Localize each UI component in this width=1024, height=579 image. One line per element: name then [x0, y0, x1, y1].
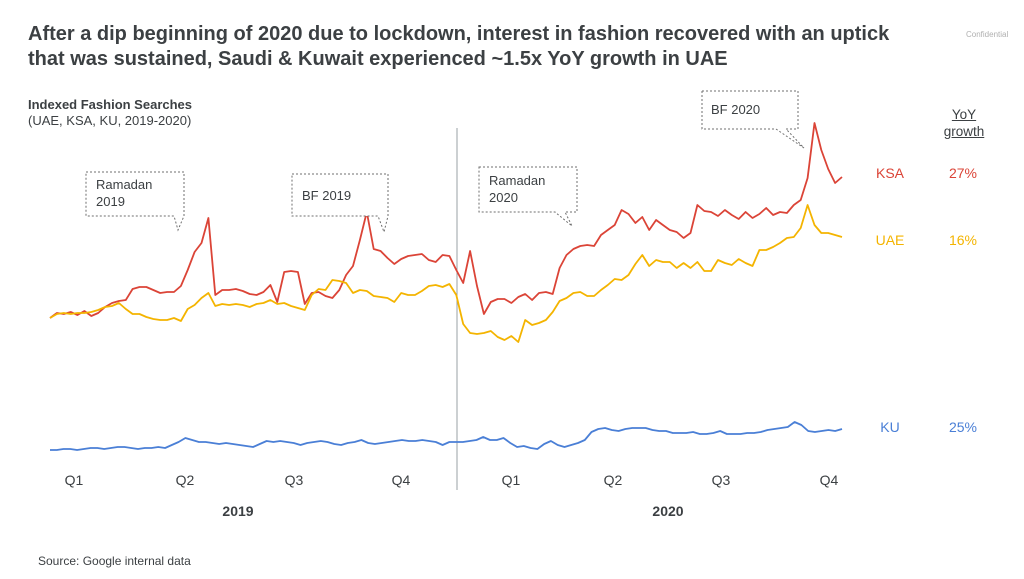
annotation-callout-box: [701, 90, 805, 149]
chart-subtitle-block: Indexed Fashion Searches (UAE, KSA, KU, …: [28, 97, 192, 129]
annotation-callout-box: [85, 171, 185, 232]
title-line-2: that was sustained, Saudi & Kuwait exper…: [28, 48, 728, 70]
x-tick-label: Q3: [285, 472, 304, 488]
series-label-uae: UAE: [876, 232, 905, 248]
chart-name: Indexed Fashion Searches: [28, 97, 193, 112]
annotation-label: 2019: [96, 194, 125, 209]
annotation-label: 2020: [489, 190, 518, 205]
annotation-label: BF 2019: [302, 188, 351, 203]
series-label-ksa: KSA: [876, 165, 905, 181]
annotation-label: BF 2020: [711, 102, 760, 117]
x-tick-label: Q2: [176, 472, 195, 488]
annotation-callout-box: [478, 166, 578, 227]
x-tick-label: Q4: [820, 472, 839, 488]
year-label: 2020: [652, 503, 683, 519]
yoy-value-uae: 16%: [949, 232, 977, 248]
series-label-ku: KU: [880, 419, 899, 435]
x-tick-label: Q4: [392, 472, 411, 488]
annotation-callout-box: [291, 173, 389, 234]
year-label: 2019: [222, 503, 253, 519]
confidential-label: Confidential: [966, 30, 1009, 39]
title-line-1: After a dip beginning of 2020 due to loc…: [28, 23, 890, 45]
yoy-value-ku: 25%: [949, 419, 977, 435]
series-line-uae: [49, 204, 843, 343]
x-tick-label: Q3: [712, 472, 731, 488]
x-tick-label: Q1: [502, 472, 521, 488]
annotation-label: Ramadan: [96, 177, 152, 192]
series-line-ku: [50, 421, 843, 451]
x-tick-label: Q1: [65, 472, 84, 488]
series-line-ksa: [49, 122, 843, 319]
yoy-header-line-2: growth: [943, 124, 985, 139]
yoy-header: YoY growth: [936, 106, 992, 140]
yoy-header-line-1: YoY: [951, 107, 977, 122]
chart-subtitle: (UAE, KSA, KU, 2019-2020): [28, 113, 192, 128]
chart-title: After a dip beginning of 2020 due to loc…: [28, 22, 978, 72]
x-tick-label: Q2: [604, 472, 623, 488]
annotation-label: Ramadan: [489, 173, 545, 188]
yoy-value-ksa: 27%: [949, 165, 977, 181]
source-note: Source: Google internal data: [38, 554, 191, 568]
